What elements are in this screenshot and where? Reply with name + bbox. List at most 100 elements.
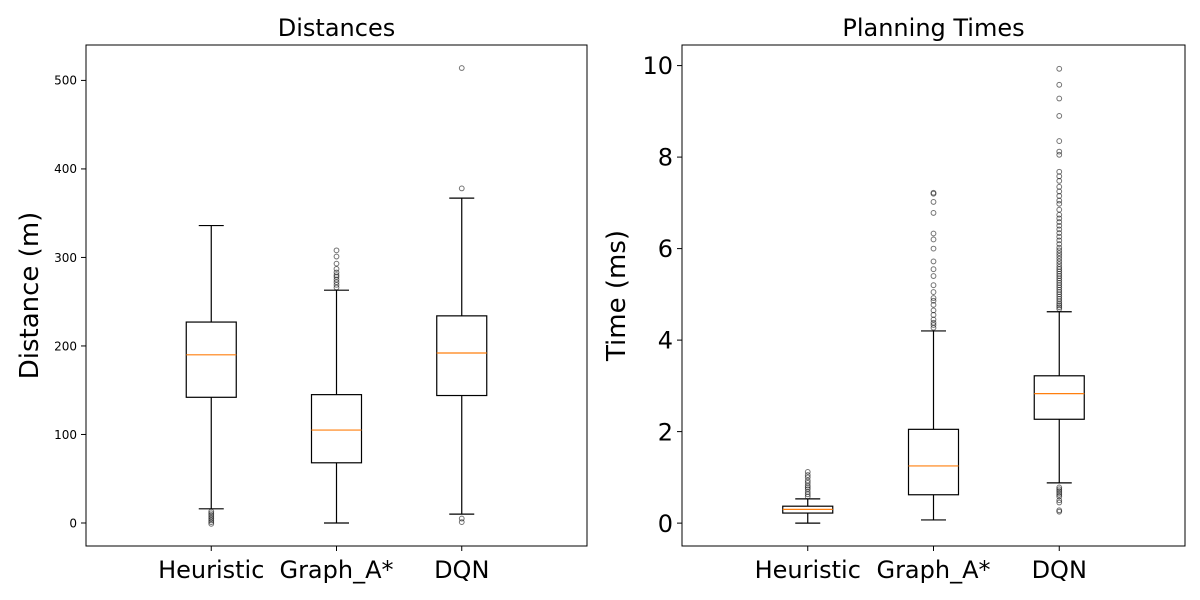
chart1-heuristic-outlier xyxy=(208,512,215,518)
chart2-heuristic-outlier xyxy=(804,472,811,478)
chart2-dqn-outlier xyxy=(1056,493,1063,500)
chart2-ytick-label: 6 xyxy=(658,235,673,263)
chart2-graph-a--outlier xyxy=(930,273,937,279)
chart2-graph-a--outlier xyxy=(930,301,937,308)
chart1-graph-a--box xyxy=(310,394,363,464)
chart2-dqn-outlier xyxy=(1056,222,1063,229)
chart1-title: Distances xyxy=(278,14,395,42)
chart2-graph-a--outlier xyxy=(930,289,937,295)
chart2-graph-a--outlier xyxy=(930,322,937,328)
chart2-graph-a--outlier xyxy=(930,319,937,326)
chart2-dqn-outlier xyxy=(1056,237,1063,244)
chart2-dqn-outlier xyxy=(1056,499,1063,506)
chart2-dqn-outlier xyxy=(1056,81,1063,88)
chart2-xtick-label: Heuristic xyxy=(755,556,861,584)
chart2-dqn-outlier xyxy=(1056,507,1063,514)
chart2-dqn-outlier xyxy=(1056,247,1063,254)
chart1-ytick-label: 300 xyxy=(54,251,77,265)
chart1-heuristic-outlier xyxy=(208,520,215,527)
chart2-dqn-outlier xyxy=(1056,95,1063,102)
chart1-graph-a--outlier xyxy=(333,272,340,279)
chart1-graph-a--outlier xyxy=(333,247,340,254)
chart1-graph-a--outlier xyxy=(333,281,340,288)
chart2-ytick-label: 2 xyxy=(658,418,673,446)
chart1-heuristic-outlier xyxy=(208,515,215,522)
chart2-dqn-outlier xyxy=(1056,488,1063,494)
chart2-dqn-outlier xyxy=(1056,219,1063,225)
chart2-dqn-outlier xyxy=(1056,206,1063,213)
chart2-graph-a--outlier xyxy=(930,245,937,252)
chart2-dqn-outlier xyxy=(1056,233,1063,240)
chart2-ytick-label: 8 xyxy=(658,144,673,172)
chart1-graph-a--outlier xyxy=(333,284,340,291)
chart2-ytick-label: 0 xyxy=(658,510,673,538)
chart1-dqn-outlier xyxy=(458,515,465,522)
chart2-dqn-outlier xyxy=(1056,255,1063,262)
chart2-title: Planning Times xyxy=(842,14,1024,42)
chart2-heuristic-outlier xyxy=(804,468,811,475)
chart1-dqn-box xyxy=(436,315,488,397)
chart2-xtick-label: Graph_A* xyxy=(876,556,990,584)
chart2-dqn-outlier xyxy=(1056,306,1063,312)
chart1-heuristic-box xyxy=(185,321,237,398)
chart2-graph-a--outlier xyxy=(930,266,937,273)
chart2-dqn-outlier xyxy=(1056,241,1063,247)
chart2-heuristic-outlier xyxy=(804,486,811,493)
chart2-graph-a--outlier xyxy=(930,189,937,196)
chart2-dqn-outlier xyxy=(1056,113,1063,119)
chart2-dqn-outlier xyxy=(1056,244,1063,251)
chart2-dqn-outlier xyxy=(1056,148,1063,155)
chart2-dqn-outlier xyxy=(1056,226,1063,233)
chart1-graph-a--outlier xyxy=(333,266,340,272)
chart2-dqn-outlier xyxy=(1056,304,1063,311)
chart2-graph-a--outlier xyxy=(930,258,937,265)
chart2-ytick-label: 10 xyxy=(642,52,673,80)
chart1-dqn-outlier xyxy=(458,185,465,192)
chart2-dqn-outlier xyxy=(1056,168,1063,175)
chart2-graph-a--outlier xyxy=(930,199,937,205)
chart2-heuristic-outlier xyxy=(804,477,811,484)
chart2-dqn-outlier xyxy=(1056,486,1063,493)
chart2-graph-a--outlier xyxy=(930,295,937,301)
chart1-ytick-label: 500 xyxy=(54,74,77,88)
chart1-heuristic-outlier xyxy=(208,517,215,524)
chart2-dqn-outlier xyxy=(1056,253,1063,259)
chart2-dqn-outlier xyxy=(1056,65,1063,72)
chart2-graph-a--outlier xyxy=(930,230,937,237)
chart1-heuristic-outlier xyxy=(208,510,215,517)
chart1-ytick-label: 400 xyxy=(54,162,77,176)
chart2-graph-a--outlier xyxy=(930,307,937,314)
chart1-ytick-label: 0 xyxy=(69,516,77,530)
chart1-graph-a--outlier xyxy=(333,253,340,260)
chart1-ytick-label: 200 xyxy=(54,339,77,353)
chart1-xtick-label: Graph_A* xyxy=(279,556,393,584)
chart1-heuristic-outlier xyxy=(208,508,215,515)
chart2-dqn-outlier xyxy=(1056,250,1063,257)
chart1-ylabel: Distance (m) xyxy=(15,212,45,380)
chart2-dqn-outlier xyxy=(1056,302,1063,309)
chart2-graph-a--outlier xyxy=(930,210,937,216)
chart2-dqn-outlier xyxy=(1056,183,1063,190)
chart1-ytick-label: 100 xyxy=(54,428,77,442)
chart2-xtick-label: DQN xyxy=(1032,556,1087,584)
chart2-dqn-outlier xyxy=(1056,261,1063,268)
chart2-dqn-outlier xyxy=(1056,258,1063,265)
chart2-ytick-label: 4 xyxy=(658,327,673,355)
chart1-dqn-outlier xyxy=(458,519,465,526)
chart1-dqn-outlier xyxy=(458,65,465,71)
chart2-heuristic-outlier xyxy=(804,479,811,486)
chart2-dqn-outlier xyxy=(1056,200,1063,207)
chart1-xtick-label: Heuristic xyxy=(158,556,264,584)
chart2-ylabel: Time (ms) xyxy=(602,230,632,362)
chart2-graph-a--outlier xyxy=(930,297,937,304)
chart1-heuristic-outlier xyxy=(208,513,215,520)
chart2-heuristic-outlier xyxy=(804,474,811,481)
chart2-dqn-outlier xyxy=(1056,264,1063,270)
chart2-graph-a--box xyxy=(907,428,960,496)
chart2-dqn-outlier xyxy=(1056,230,1063,236)
chart2-dqn-outlier xyxy=(1056,484,1063,491)
chart1-xtick-label: DQN xyxy=(434,556,489,584)
chart2-dqn-outlier xyxy=(1056,497,1063,504)
chart2-dqn-outlier xyxy=(1056,151,1063,158)
